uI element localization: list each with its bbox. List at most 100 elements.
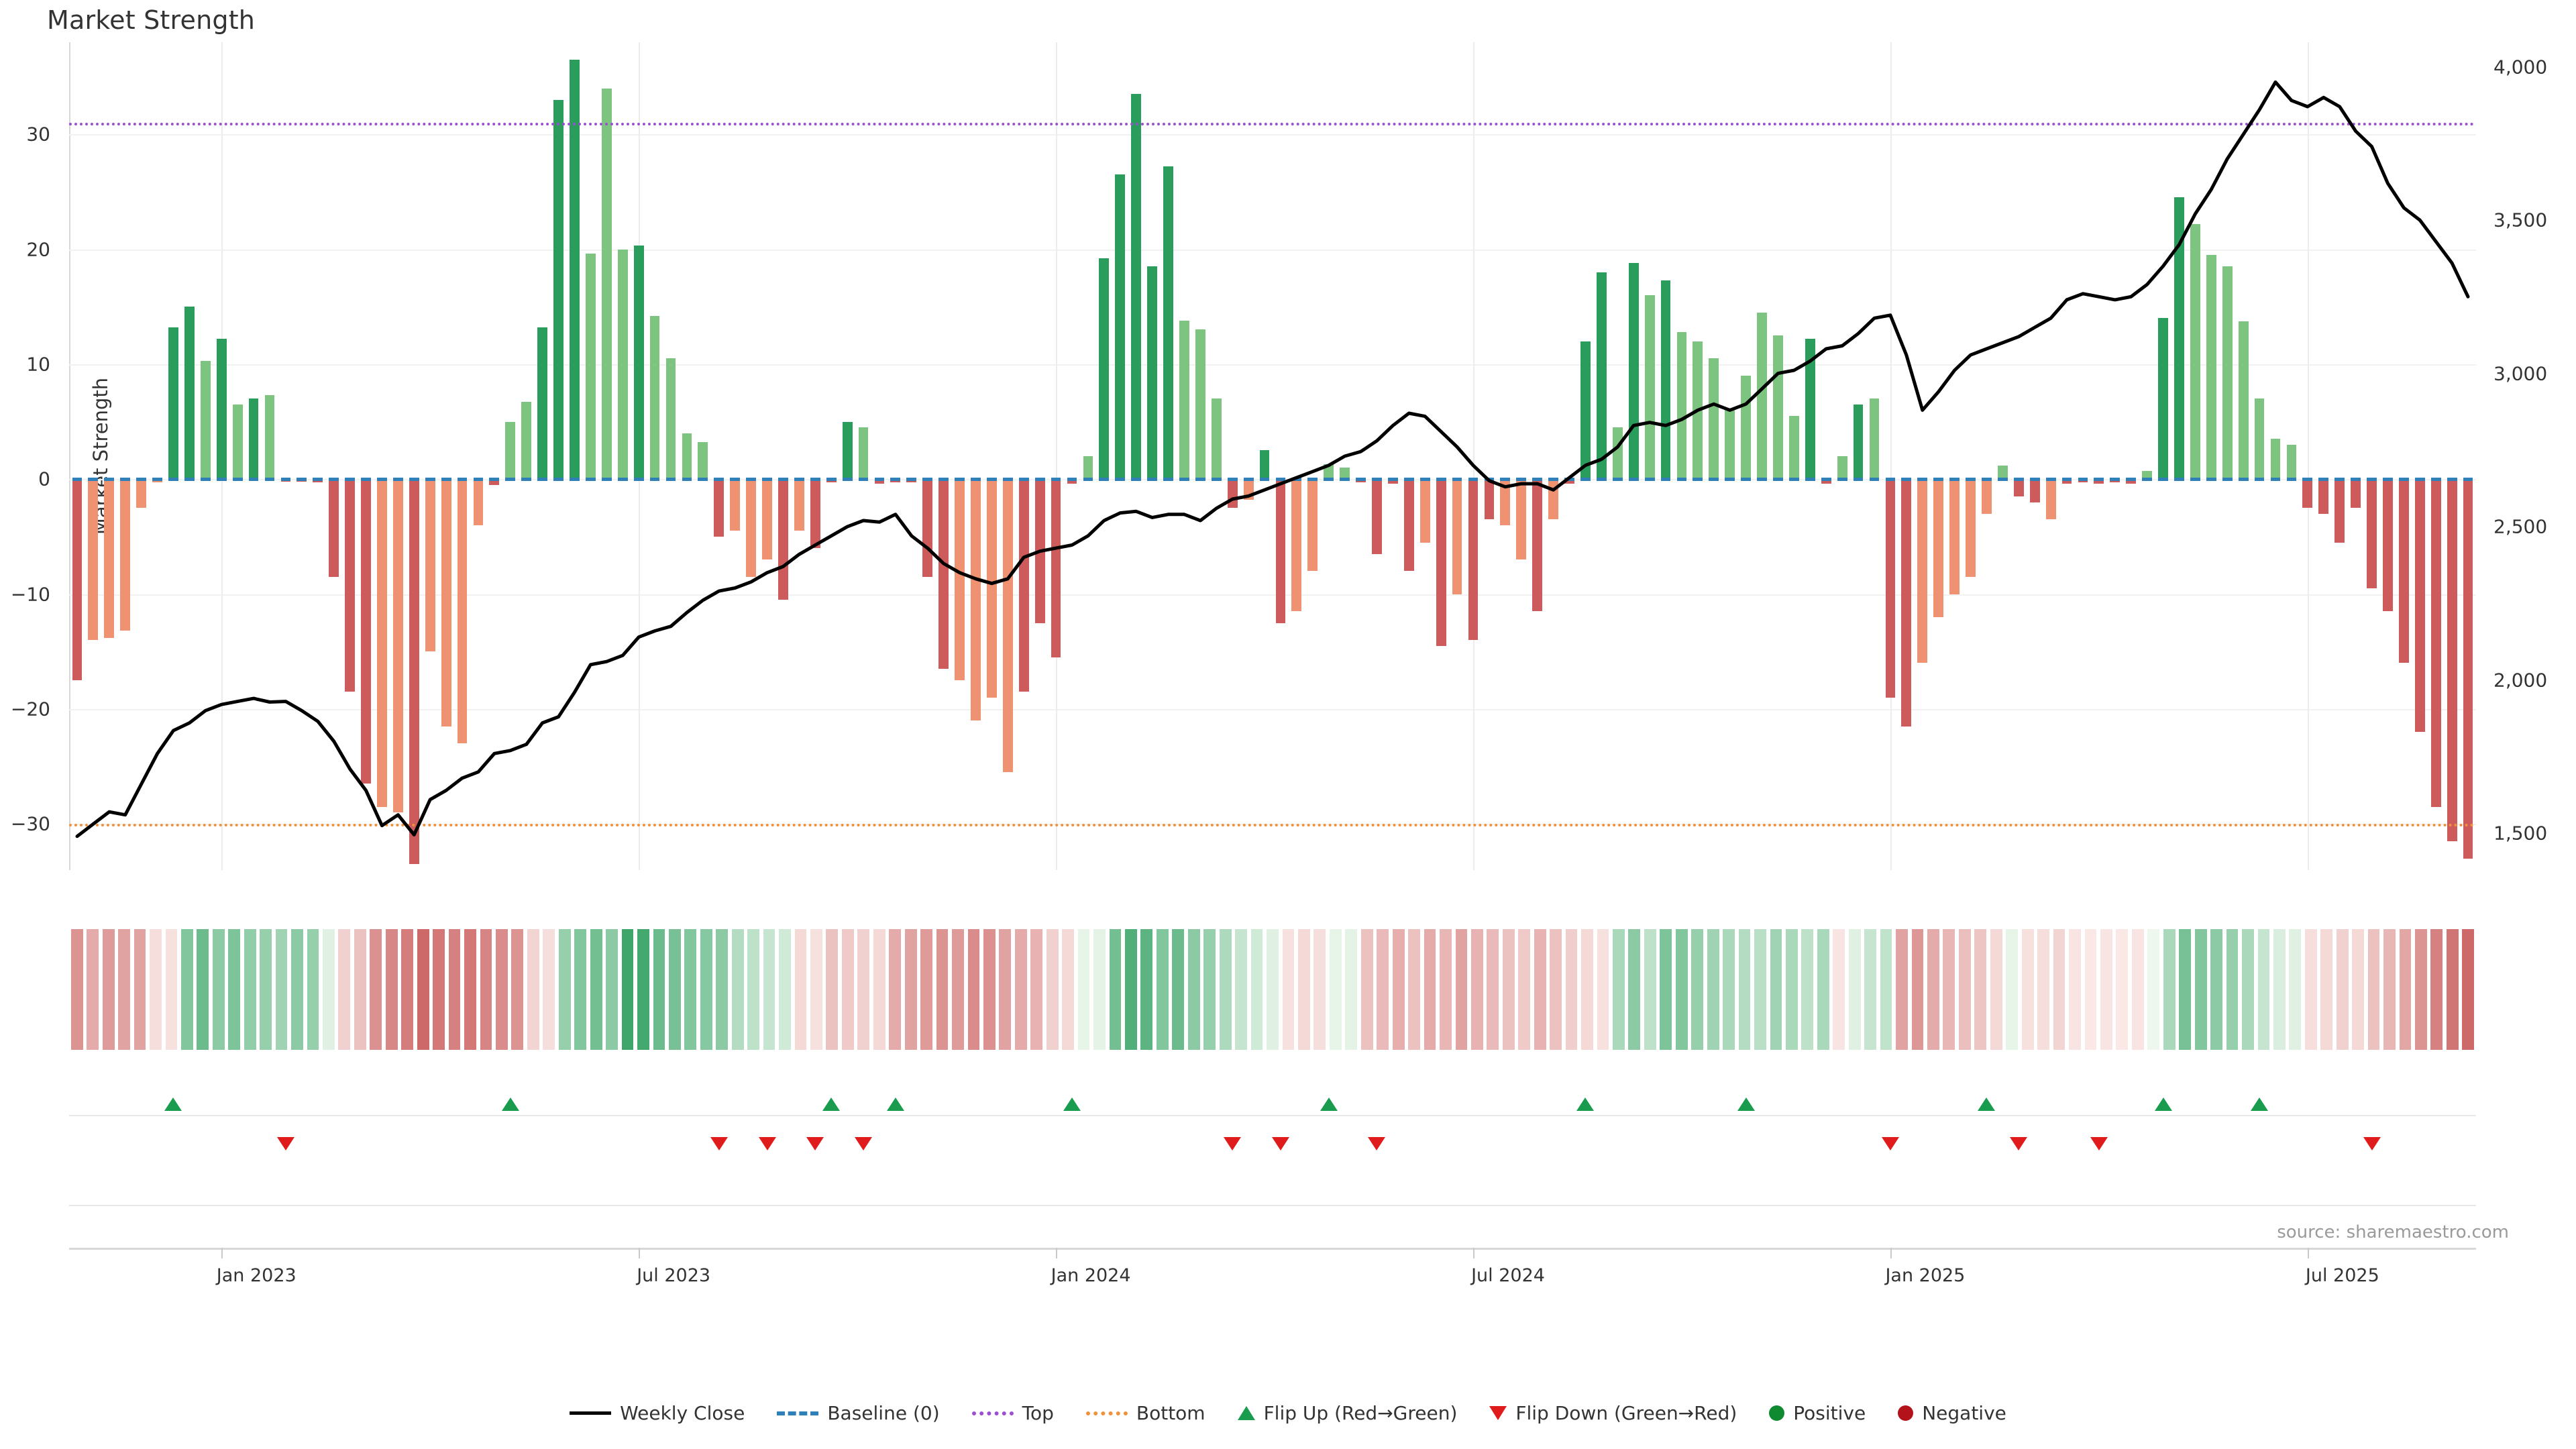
heatmap-cell [2116, 929, 2129, 1050]
baseline-segment [971, 478, 981, 482]
baseline-segment [1853, 478, 1864, 482]
legend-item[interactable]: Negative [1898, 1402, 2006, 1424]
heatmap-cell [165, 929, 178, 1050]
strength-bar [120, 479, 131, 631]
heatmap-cell [291, 929, 303, 1050]
heatmap-cell [102, 929, 115, 1050]
strength-bar [1885, 479, 1896, 698]
gridline [69, 479, 2476, 481]
heatmap-cell [2006, 929, 2019, 1050]
baseline-segment [392, 478, 403, 482]
strength-bar [361, 479, 371, 784]
heatmap-cell [952, 929, 964, 1050]
strength-bar [1259, 450, 1270, 480]
baseline-segment [858, 478, 869, 482]
baseline-segment [714, 478, 724, 482]
y-right-tick: 2,000 [2493, 669, 2548, 692]
strength-bar [184, 307, 195, 480]
flip-up-marker [164, 1097, 182, 1111]
strength-bar [730, 479, 741, 531]
baseline-segment [2334, 478, 2345, 482]
heatmap-cell [1140, 929, 1153, 1050]
baseline-segment [585, 478, 596, 482]
strength-bar [1516, 479, 1527, 560]
legend-item[interactable]: Bottom [1085, 1402, 1205, 1424]
heatmap-cell [1030, 929, 1043, 1050]
legend-label: Flip Up (Red→Green) [1263, 1402, 1458, 1424]
legend-item[interactable]: Baseline (0) [777, 1402, 940, 1424]
heatmap-cell [1125, 929, 1137, 1050]
baseline-segment [2398, 478, 2409, 482]
heatmap-cell [1770, 929, 1782, 1050]
heatmap-cell [1377, 929, 1389, 1050]
baseline-segment [1436, 478, 1446, 482]
baseline-segment [1403, 478, 1414, 482]
x-axis-line [69, 1248, 2476, 1250]
legend-item[interactable]: Flip Down (Green→Red) [1489, 1402, 1737, 1424]
legend-marker-circle [1769, 1405, 1785, 1421]
baseline-segment [1307, 478, 1318, 482]
baseline-segment [1693, 478, 1703, 482]
baseline-segment [1452, 478, 1462, 482]
baseline-segment [1083, 478, 1093, 482]
heatmap-cell [1062, 929, 1075, 1050]
baseline-segment [1051, 478, 1061, 482]
legend-item[interactable]: Top [971, 1402, 1054, 1424]
heatmap-cell [1644, 929, 1656, 1050]
x-axis-tick-label: Jul 2024 [1471, 1265, 1545, 1286]
strength-bar [2142, 471, 2153, 480]
heatmap-cell [2226, 929, 2239, 1050]
baseline-segment [2110, 478, 2121, 482]
baseline-segment [1419, 478, 1430, 482]
baseline-segment [842, 478, 853, 482]
heatmap-cell [1360, 929, 1373, 1050]
baseline-segment [2013, 478, 2024, 482]
flip-up-marker [886, 1097, 904, 1111]
baseline-segment [1596, 478, 1607, 482]
heatmap-cell [1077, 929, 1090, 1050]
heatmap-cell [1408, 929, 1420, 1050]
baseline-segment [425, 478, 435, 482]
heatmap-cell [1297, 929, 1310, 1050]
heatmap-cell [936, 929, 949, 1050]
heatmap-cell [1518, 929, 1531, 1050]
baseline-segment [184, 478, 195, 482]
heatmap-cell [606, 929, 618, 1050]
baseline-segment [1628, 478, 1639, 482]
heatmap-cell [401, 929, 414, 1050]
strength-bar [1179, 320, 1189, 480]
heatmap-cell [763, 929, 775, 1050]
heatmap-cell [2147, 929, 2160, 1050]
strength-bar [1901, 479, 1912, 727]
legend-label: Flip Down (Green→Red) [1515, 1402, 1737, 1424]
legend-item[interactable]: Flip Up (Red→Green) [1237, 1402, 1458, 1424]
strength-bar [1644, 295, 1655, 480]
heatmap-cell [2273, 929, 2286, 1050]
y-right-tick: 2,500 [2493, 515, 2548, 538]
strength-bar [248, 398, 259, 480]
heatmap-cell [1109, 929, 1122, 1050]
baseline-segment [1259, 478, 1270, 482]
strength-bar [2190, 223, 2200, 480]
baseline-segment [1788, 478, 1799, 482]
strength-bar [72, 479, 83, 681]
baseline-segment [938, 478, 949, 482]
baseline-segment [2158, 478, 2168, 482]
heatmap-cell [2257, 929, 2270, 1050]
flip-up-marker [1978, 1097, 1996, 1111]
baseline-segment [521, 478, 532, 482]
strength-bar [1917, 479, 1928, 663]
baseline-segment [2126, 478, 2137, 482]
baseline-segment [1179, 478, 1189, 482]
x-axis-tick-label: Jan 2025 [1885, 1265, 1966, 1286]
legend-item[interactable]: Positive [1769, 1402, 1866, 1424]
heatmap-cell [1093, 929, 1106, 1050]
strength-bar [392, 479, 403, 813]
strength-bar [1564, 479, 1574, 484]
strength-bar [1372, 479, 1382, 554]
legend-item[interactable]: Weekly Close [570, 1402, 745, 1424]
baseline-segment [874, 478, 885, 482]
legend-marker-solid-line [570, 1411, 612, 1415]
heatmap-cell [1785, 929, 1798, 1050]
strength-heatmap-strip [69, 929, 2476, 1050]
